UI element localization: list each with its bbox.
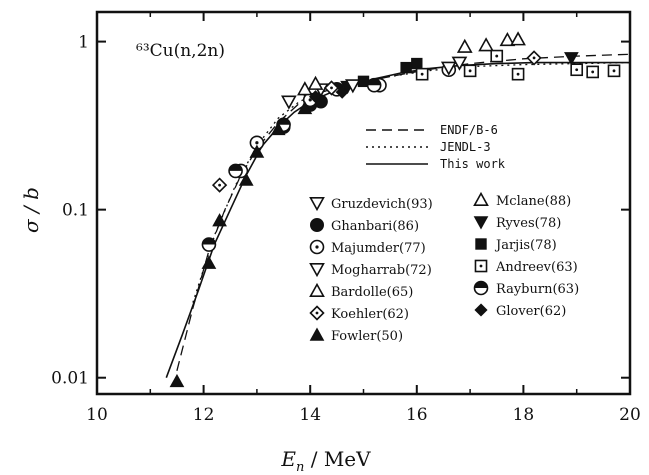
- legend-marker: [309, 327, 325, 341]
- curve-endf-b-6: [176, 53, 631, 371]
- x-tick-label: 16: [406, 405, 428, 425]
- x-axis-title-sub: n: [296, 460, 304, 475]
- point-fowler-50: [212, 213, 227, 227]
- point-koehler-62: [323, 80, 340, 96]
- legend-line-label: JENDL-3: [440, 140, 491, 154]
- point-glover-62: [308, 90, 323, 104]
- legend-series-label: Ryves(78): [496, 216, 561, 231]
- point-rayburn-63: [201, 237, 217, 252]
- point-andreev-63: [511, 67, 525, 81]
- legend-series-label: Koehler(62): [331, 307, 409, 322]
- point-gruzdevich-93: [281, 95, 297, 110]
- point-koehler-62: [211, 177, 228, 193]
- point-ryves-78: [564, 52, 579, 66]
- legend-series-label: Mclane(88): [496, 194, 571, 209]
- point-mogharrab-72: [451, 56, 468, 71]
- legend-series-label: Mogharrab(72): [331, 263, 432, 278]
- legend-marker: [309, 197, 325, 212]
- x-tick-label: 18: [513, 405, 535, 425]
- point-andreev-63: [415, 67, 429, 81]
- legend-series-label: Jarjis(78): [494, 238, 557, 253]
- point-koehler-62: [526, 50, 542, 66]
- legend-series-label: Bardolle(65): [331, 285, 413, 300]
- y-tick-label: 1: [78, 33, 89, 53]
- point-fowler-50: [238, 172, 254, 186]
- point-fowler-50: [201, 255, 217, 269]
- point-glover-62: [335, 85, 349, 99]
- point-mclane-88: [456, 38, 473, 53]
- point-bardolle-65: [297, 81, 313, 96]
- x-tick-label: 12: [193, 405, 215, 425]
- point-mogharrab-72: [440, 61, 457, 76]
- point-rayburn-63: [366, 77, 382, 93]
- x-axis-title-unit: / MeV: [304, 447, 371, 471]
- point-andreev-63: [490, 49, 504, 63]
- legend-marker: [473, 216, 489, 230]
- point-mclane-88: [478, 37, 494, 52]
- point-andreev-63: [586, 65, 600, 79]
- legend-marker: [473, 280, 489, 296]
- legend-series-label: Ghanbari(86): [331, 219, 419, 234]
- point-fowler-50: [270, 121, 286, 136]
- legend-marker: [309, 262, 325, 278]
- y-axis-title: σ / b: [19, 187, 43, 233]
- x-tick-label: 20: [619, 405, 641, 425]
- legend-series-label: Gruzdevich(93): [331, 197, 433, 212]
- point-mclane-88: [510, 31, 526, 46]
- y-tick-label: 0.1: [62, 201, 89, 221]
- axis-ticks: 10 12 14 16 18 20 1 0.1 0.01: [51, 12, 641, 425]
- x-tick-label: 14: [299, 405, 321, 425]
- point-andreev-63: [607, 64, 621, 78]
- legend-series-label: Andreev(63): [495, 260, 578, 275]
- point-fowler-50: [169, 373, 185, 388]
- legend-series-label: Glover(62): [496, 304, 566, 319]
- point-mogharrab-72: [344, 79, 361, 94]
- point-fowler-50: [297, 100, 313, 115]
- point-bardolle-65: [307, 75, 324, 90]
- point-jarjis-78: [411, 57, 423, 70]
- legend-marker: [310, 218, 324, 232]
- legend-series-label: Rayburn(63): [496, 282, 579, 297]
- legend-series-label: Fowler(50): [331, 329, 403, 344]
- x-tick-label: 10: [86, 405, 108, 425]
- point-mclane-88: [499, 32, 516, 47]
- legend-marker: [309, 305, 325, 321]
- point-jarjis-78: [400, 61, 412, 74]
- legend-marker: [474, 259, 488, 273]
- chart-title: ⁶³Cu(n,2n): [136, 41, 225, 61]
- legend-marker: [473, 191, 489, 206]
- x-axis-title: En / MeV: [280, 447, 371, 475]
- legend-line-label: This work: [440, 157, 506, 171]
- legend-marker: [475, 238, 487, 250]
- legend-marker: [309, 239, 325, 255]
- point-rayburn-63: [228, 163, 243, 179]
- x-axis-title-main: E: [280, 447, 296, 471]
- point-andreev-63: [570, 63, 584, 77]
- experimental-points: [169, 31, 621, 388]
- y-tick-label: 0.01: [51, 369, 89, 389]
- legend-marker: [309, 282, 325, 298]
- legend-marker: [474, 303, 488, 317]
- point-andreev-63: [463, 64, 477, 78]
- legend-series-label: Majumder(77): [331, 241, 426, 256]
- legend: ENDF/B-6 JENDL-3 This work Gruzdevich(93) Gh…: [309, 123, 579, 344]
- legend-line-label: ENDF/B-6: [440, 123, 498, 137]
- point-fowler-50: [249, 144, 265, 158]
